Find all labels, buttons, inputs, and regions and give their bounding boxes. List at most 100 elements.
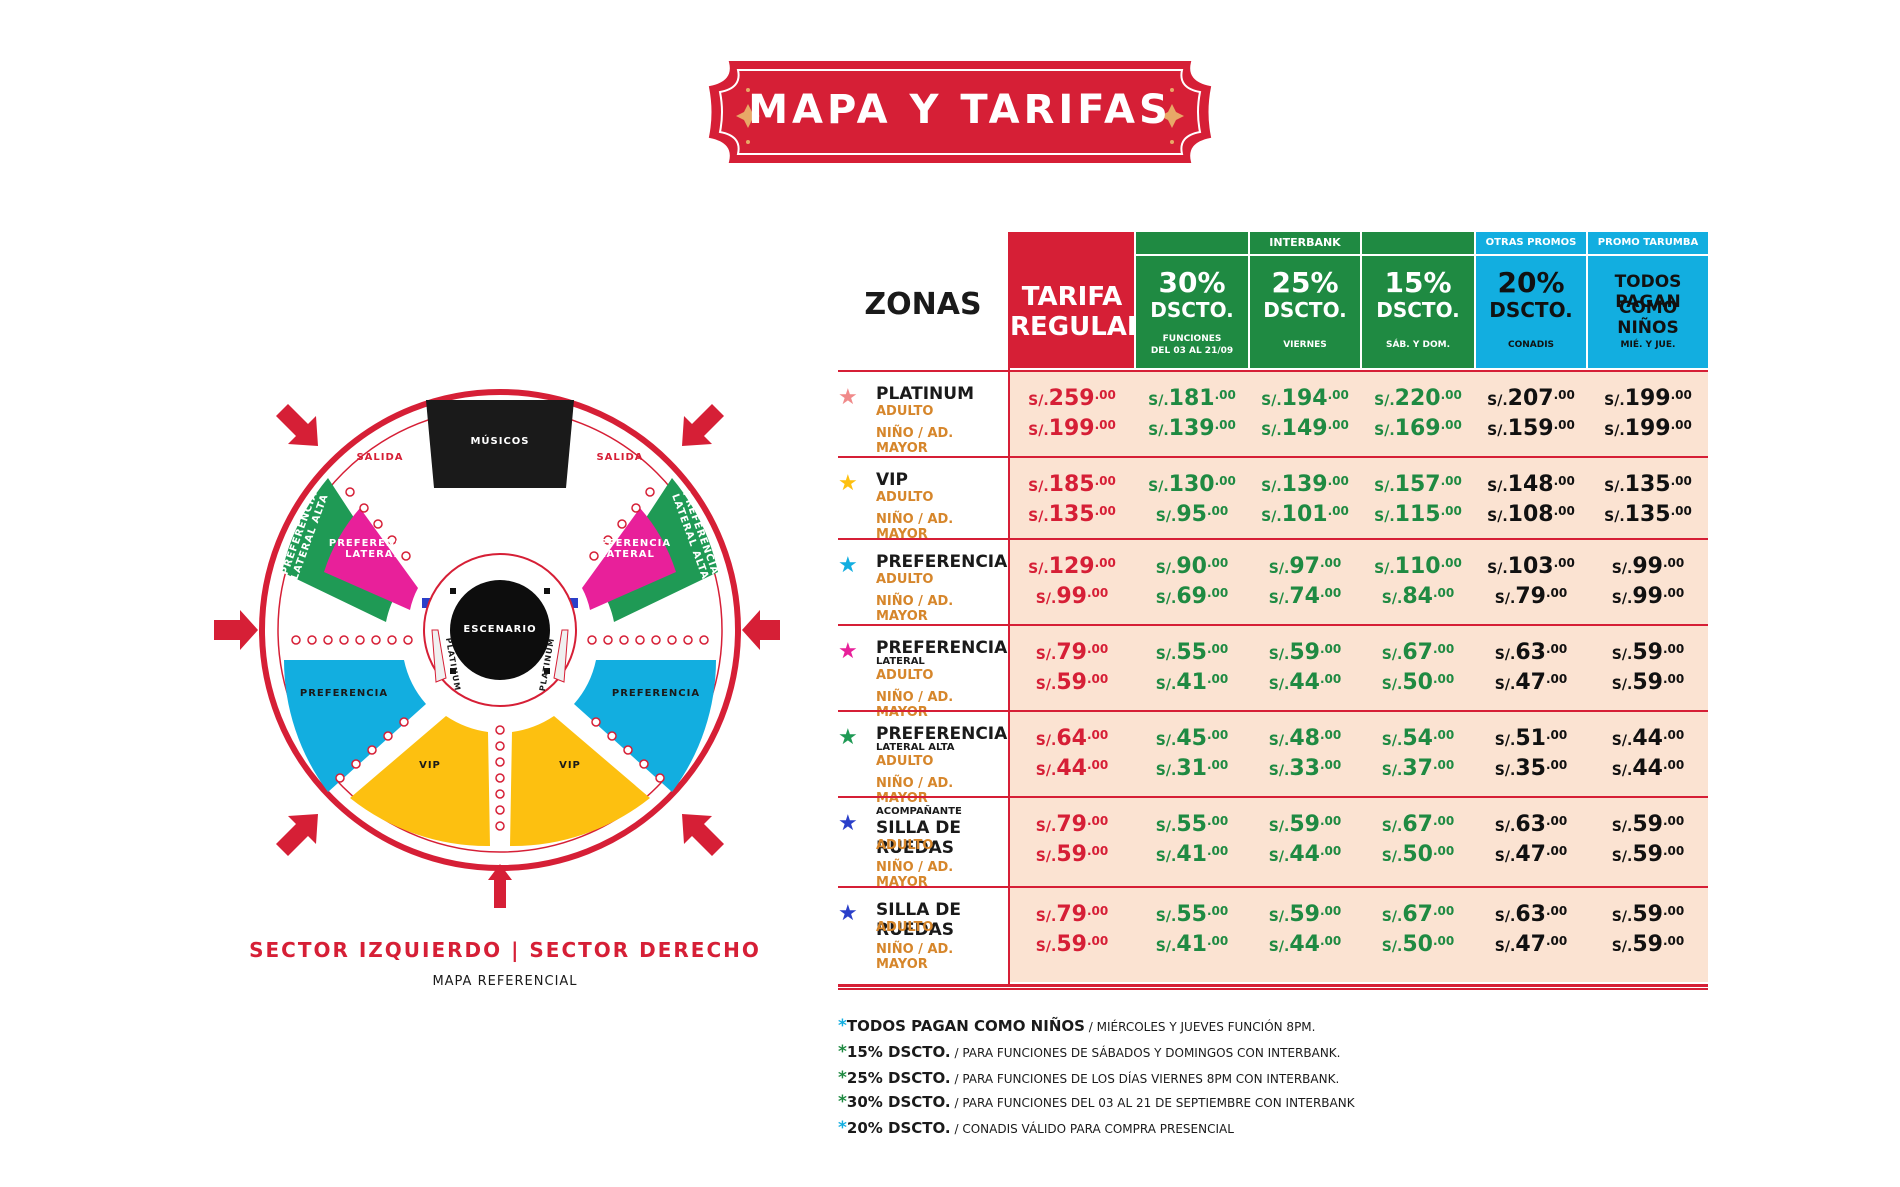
child-price: S/.50.00: [1381, 932, 1455, 957]
footnote-text: / PARA FUNCIONES DE SÁBADOS Y DOMINGOS C…: [950, 1046, 1341, 1060]
price-cell: S/.54.00 S/.37.00: [1362, 712, 1474, 796]
header-divider: [1586, 232, 1588, 368]
price-cell: S/.59.00 S/.59.00: [1588, 888, 1708, 982]
asterisk-icon: *: [838, 1016, 847, 1036]
adult-label: ADULTO: [876, 920, 934, 935]
price-row: ★ PLATINUM ADULTO NIÑO / AD. MAYOR S/.259.00…: [838, 370, 1708, 456]
header-divider: [1474, 232, 1476, 368]
child-label: NIÑO / AD. MAYOR: [876, 942, 954, 972]
col-25-main2: DSCTO.: [1263, 298, 1347, 322]
header-divider: [1360, 232, 1362, 368]
adult-price: S/.139.00: [1261, 472, 1349, 497]
price-cell: S/.67.00 S/.50.00: [1362, 888, 1474, 982]
footnote: *15% DSCTO. / PARA FUNCIONES DE SÁBADOS …: [838, 1042, 1340, 1062]
child-price: S/.59.00: [1611, 932, 1685, 957]
zone-name: SILLA DE RUEDAS: [876, 818, 962, 858]
adult-price: S/.55.00: [1155, 812, 1229, 837]
adult-price: S/.129.00: [1028, 554, 1116, 579]
preferencia-right-label: PREFERENCIA: [611, 688, 701, 699]
child-price: S/.44.00: [1268, 842, 1342, 867]
adult-price: S/.63.00: [1494, 640, 1568, 665]
price-cell: S/.51.00 S/.35.00: [1476, 712, 1586, 796]
price-cell: S/.148.00 S/.108.00: [1476, 458, 1586, 538]
child-label: NIÑO / AD. MAYOR: [876, 690, 954, 720]
column-divider: [1008, 232, 1010, 984]
child-price: S/.33.00: [1268, 756, 1342, 781]
footnote-text: / PARA FUNCIONES DEL 03 AL 21 DE SEPTIEM…: [950, 1096, 1355, 1110]
price-cell: S/.55.00 S/.41.00: [1136, 798, 1248, 886]
group-interbank: INTERBANK: [1136, 232, 1474, 254]
row-background: [1008, 888, 1708, 982]
child-price: S/.41.00: [1155, 842, 1229, 867]
child-price: S/.37.00: [1381, 756, 1455, 781]
zone-name: PLATINUM: [876, 384, 974, 404]
child-price: S/.50.00: [1381, 842, 1455, 867]
col-30-main: 30%: [1158, 266, 1226, 299]
child-price: S/.41.00: [1155, 932, 1229, 957]
child-price: S/.44.00: [1268, 670, 1342, 695]
zone-subtitle: LATERAL: [876, 656, 925, 667]
price-cell: S/.194.00 S/.149.00: [1250, 372, 1360, 456]
preferencia-right: [574, 660, 716, 792]
star-icon: ★: [838, 638, 858, 663]
adult-price: S/.54.00: [1381, 726, 1455, 751]
child-price: S/.169.00: [1374, 416, 1462, 441]
adult-price: S/.67.00: [1381, 902, 1455, 927]
page-title: MAPA Y TARIFAS: [748, 87, 1172, 133]
star-icon: ★: [838, 724, 858, 749]
arrow-left: [214, 610, 258, 650]
price-cell: S/.48.00 S/.33.00: [1250, 712, 1360, 796]
price-cell: S/.135.00 S/.135.00: [1588, 458, 1708, 538]
price-cell: S/.79.00 S/.59.00: [1010, 798, 1134, 886]
row-background: [1008, 798, 1708, 886]
col-20-sub: CONADIS: [1507, 340, 1555, 350]
price-row: ★ PREFERENCIA LATERAL ALTA ADULTO NIÑO / AD.…: [838, 710, 1708, 806]
child-price: S/.31.00: [1155, 756, 1229, 781]
asterisk-icon: *: [838, 1042, 847, 1062]
price-cell: S/.97.00 S/.74.00: [1250, 540, 1360, 624]
price-cell: S/.157.00 S/.115.00: [1362, 458, 1474, 538]
child-price: S/.135.00: [1604, 502, 1692, 527]
footnote-text: / CONADIS VÁLIDO PARA COMPRA PRESENCIAL: [950, 1122, 1234, 1136]
price-cell: S/.63.00 S/.47.00: [1476, 888, 1586, 982]
zone-cell: ★ VIP ADULTO NIÑO / AD. MAYOR: [838, 458, 1008, 542]
col-30: 30% DSCTO. FUNCIONES DEL 03 AL 21/09: [1136, 256, 1248, 368]
price-cell: S/.64.00 S/.44.00: [1010, 712, 1134, 796]
price-cell: S/.55.00 S/.41.00: [1136, 626, 1248, 710]
child-price: S/.59.00: [1611, 842, 1685, 867]
col-15: 15% DSCTO. SÁB. Y DOM.: [1362, 256, 1474, 368]
pref-lateral-right: [582, 508, 676, 610]
col-25-main: 25%: [1271, 266, 1339, 299]
sector-label: SECTOR IZQUIERDO | SECTOR DERECHO: [249, 938, 761, 962]
price-cell: S/.45.00 S/.31.00: [1136, 712, 1248, 796]
footnote-title: 20% DSCTO.: [846, 1119, 951, 1137]
price-cell: S/.67.00 S/.50.00: [1362, 798, 1474, 886]
adult-price: S/.59.00: [1268, 640, 1342, 665]
footnote: *20% DSCTO. / CONADIS VÁLIDO PARA COMPRA…: [838, 1118, 1234, 1138]
price-cell: S/.59.00 S/.44.00: [1250, 626, 1360, 710]
footnote-text: / PARA FUNCIONES DE LOS DÍAS VIERNES 8PM…: [950, 1072, 1340, 1086]
pref-lateral-left-label: PREFERENCIA LATERAL: [328, 538, 418, 560]
adult-price: S/.67.00: [1381, 640, 1455, 665]
arrow-top-right: [682, 404, 724, 446]
col-todos-main: TODOS PAGAN: [1614, 272, 1682, 312]
adult-price: S/.157.00: [1374, 472, 1462, 497]
child-price: S/.59.00: [1035, 842, 1109, 867]
child-price: S/.199.00: [1028, 416, 1116, 441]
arrow-bottom: [488, 864, 512, 908]
asterisk-icon: *: [838, 1068, 847, 1088]
child-price: S/.59.00: [1035, 670, 1109, 695]
zone-subtitle: ACOMPAÑANTE: [876, 806, 962, 817]
price-cell: S/.181.00 S/.139.00: [1136, 372, 1248, 456]
asterisk-icon: *: [838, 1118, 847, 1138]
adult-price: S/.59.00: [1611, 640, 1685, 665]
col-todos: TODOS PAGAN COMO NIÑOS MIÉ. Y JUE.: [1588, 256, 1708, 368]
pref-lateral-left: [324, 508, 418, 610]
child-price: S/.159.00: [1487, 416, 1575, 441]
map-reference-label: MAPA REFERENCIAL: [432, 974, 578, 989]
price-cell: S/.44.00 S/.44.00: [1588, 712, 1708, 796]
price-cell: S/.79.00 S/.59.00: [1010, 888, 1134, 982]
price-cell: S/.110.00 S/.84.00: [1362, 540, 1474, 624]
adult-price: S/.59.00: [1268, 812, 1342, 837]
col-30-sub: FUNCIONES: [1162, 334, 1222, 344]
